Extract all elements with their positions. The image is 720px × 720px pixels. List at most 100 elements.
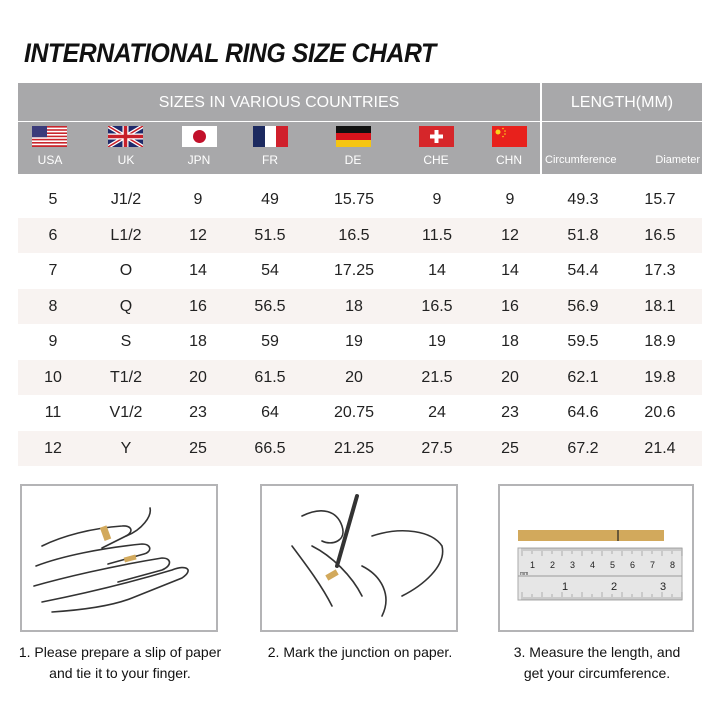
- column-label-che: CHE: [423, 153, 449, 167]
- table-cell-jpn: 16: [189, 297, 207, 315]
- column-label-fr: FR: [262, 153, 278, 167]
- table-cell-de: 17.25: [333, 262, 375, 279]
- table-cell-usa: 11: [44, 404, 62, 421]
- table-cell-jpn: 9: [193, 191, 203, 208]
- table-cell-de: 19: [345, 333, 363, 350]
- table-cell-diameter: 20.6: [644, 404, 676, 421]
- ruler: [517, 547, 683, 601]
- table-row: 10 T1/2 20 61.5 20 21.5 20 62.1 19.8: [18, 359, 702, 395]
- table-cell-de: 16.5: [338, 226, 370, 244]
- table-cell-che: 21.5: [421, 368, 453, 386]
- length-header: LENGTH(MM): [542, 83, 702, 121]
- table-cell-circumference: 59.5: [567, 333, 599, 350]
- column-label-de: DE: [344, 153, 362, 167]
- table-cell-diameter: 18.1: [644, 297, 676, 315]
- ruler-top-tick-label: 8: [670, 560, 675, 570]
- ruler-bottom-tick-label: 1: [562, 581, 568, 593]
- step-2-illustration: [260, 484, 458, 632]
- table-cell-uk: Y: [120, 439, 132, 457]
- step-1-line-1: 1. Please prepare a slip of paper: [18, 644, 222, 660]
- switzerland-flag-icon: [419, 126, 454, 147]
- table-cell-circumference: 54.4: [567, 262, 599, 279]
- ruler-top-tick-label: 1: [530, 560, 535, 570]
- table-cell-usa: 6: [48, 226, 58, 244]
- column-label-diameter: Diameter: [655, 154, 700, 166]
- table-cell-chn: 14: [501, 262, 519, 279]
- step-3-line-2: get your circumference.: [523, 665, 671, 681]
- table-cell-che: 24: [428, 404, 446, 421]
- table-row: 6 L1/2 12 51.5 16.5 11.5 12 51.8 16.5: [18, 217, 702, 253]
- table-cell-usa: 10: [44, 368, 62, 386]
- table-cell-fr: 56.5: [254, 297, 286, 315]
- step-2-caption: 2. Mark the junction on paper.: [246, 642, 474, 663]
- table-cell-fr: 59: [261, 333, 279, 350]
- table-cell-circumference: 67.2: [567, 439, 599, 457]
- table-cell-diameter: 21.4: [644, 439, 676, 457]
- table-cell-de: 18: [345, 297, 363, 315]
- table-cell-usa: 5: [48, 191, 58, 208]
- table-cell-de: 20: [345, 368, 363, 386]
- table-cell-usa: 8: [48, 297, 58, 315]
- table-row: 7 O 14 54 17.25 14 14 54.4 17.3: [18, 253, 702, 288]
- table-cell-diameter: 19.8: [644, 368, 676, 386]
- ruler-bottom-tick-label: 2: [611, 581, 617, 593]
- table-cell-circumference: 49.3: [567, 191, 599, 208]
- table-cell-fr: 51.5: [254, 226, 286, 244]
- table-cell-chn: 20: [501, 368, 519, 386]
- table-cell-che: 16.5: [421, 297, 453, 315]
- step-3-caption: 3. Measure the length, and get your circ…: [484, 642, 710, 684]
- table-cell-de: 20.75: [333, 404, 375, 421]
- table-cell-usa: 12: [44, 439, 62, 457]
- table-row: 5 J1/2 9 49 15.75 9 9 49.3 15.7: [18, 182, 702, 217]
- step-1-caption: 1. Please prepare a slip of paper and ti…: [4, 642, 236, 684]
- table-cell-fr: 49: [261, 191, 279, 208]
- table-cell-de: 15.75: [333, 191, 375, 208]
- column-label-circumference: Circumference: [545, 154, 617, 166]
- page-title: INTERNATIONAL RING SIZE CHART: [24, 38, 436, 68]
- length-subheader: Circumference Diameter: [542, 122, 702, 174]
- table-row: 12 Y 25 66.5 21.25 27.5 25 67.2 21.4: [18, 430, 702, 466]
- japan-flag-icon: [182, 126, 217, 147]
- table-row: 8 Q 16 56.5 18 16.5 16 56.9 18.1: [18, 288, 702, 324]
- step-1-line-2: and tie it to your finger.: [49, 665, 191, 681]
- table-cell-che: 14: [428, 262, 446, 279]
- ruler-top-tick-label: 5: [610, 560, 615, 570]
- table-cell-chn: 9: [505, 191, 515, 208]
- table-cell-uk: S: [120, 333, 132, 350]
- table-cell-chn: 12: [501, 226, 519, 244]
- hand-with-paper-icon: [33, 507, 189, 613]
- ruler-bottom-tick-label: 3: [660, 581, 666, 593]
- ruler-top-tick-label: 6: [630, 560, 635, 570]
- table-cell-diameter: 15.7: [644, 191, 676, 208]
- table-cell-jpn: 20: [189, 368, 207, 386]
- table-cell-uk: Q: [119, 297, 133, 315]
- table-cell-chn: 18: [501, 333, 519, 350]
- table-cell-circumference: 51.8: [567, 226, 599, 244]
- table-cell-circumference: 62.1: [567, 368, 599, 386]
- table-cell-chn: 16: [501, 297, 519, 315]
- table-cell-che: 19: [428, 333, 446, 350]
- china-flag-icon: [492, 126, 527, 147]
- table-cell-usa: 7: [48, 262, 58, 279]
- france-flag-icon: [253, 126, 288, 147]
- column-label-chn: CHN: [496, 153, 522, 167]
- length-header-label: LENGTH(MM): [570, 94, 674, 111]
- table-cell-chn: 25: [501, 439, 519, 457]
- table-cell-diameter: 16.5: [644, 226, 676, 244]
- sizes-header-label: SIZES IN VARIOUS COUNTRIES: [158, 94, 400, 111]
- table-row: 11 V1/2 23 64 20.75 24 23 64.6 20.6: [18, 395, 702, 430]
- table-cell-fr: 64: [261, 404, 279, 421]
- table-cell-chn: 23: [501, 404, 519, 421]
- table-cell-circumference: 56.9: [567, 297, 599, 315]
- step-3-illustration: 1 2 3 4 5 6 7 8 1 2 3 mm: [498, 484, 694, 632]
- table-cell-uk: J1/2: [110, 191, 142, 208]
- table-cell-uk: L1/2: [110, 226, 142, 244]
- table-cell-uk: V1/2: [109, 404, 143, 421]
- column-label-usa: USA: [37, 153, 63, 167]
- table-row: 9 S 18 59 19 19 18 59.5 18.9: [18, 324, 702, 359]
- step-3-line-1: 3. Measure the length, and: [513, 644, 681, 660]
- table-cell-fr: 61.5: [254, 368, 286, 386]
- table-cell-fr: 54: [261, 262, 279, 279]
- ruler-top-tick-label: 7: [650, 560, 655, 570]
